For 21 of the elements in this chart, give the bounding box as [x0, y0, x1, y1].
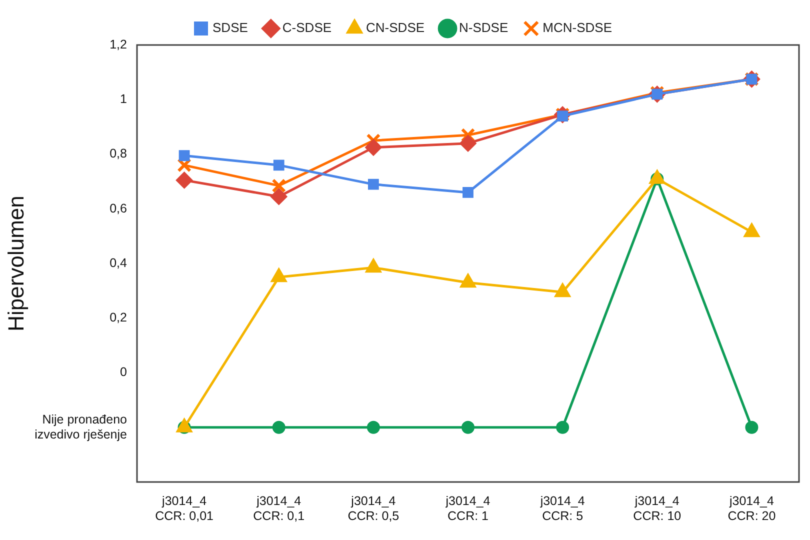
x-tick-label: j3014_4 CCR: 20: [728, 494, 776, 523]
x-tick-label: j3014_4 CCR: 5: [539, 494, 585, 523]
x-tick-label: j3014_4 CCR: 10: [633, 494, 682, 523]
legend-label: N-SDSE: [459, 20, 508, 36]
legend-label: C-SDSE: [282, 20, 332, 36]
x-tick-label: j3014_4 CCR: 0,5: [348, 494, 400, 523]
y-tick-label: Nije pronađeno izvedivo rješenje: [34, 412, 128, 442]
y-tick-label: 1,2: [110, 37, 128, 52]
x-tick-label: j3014_4 CCR: 1: [444, 494, 490, 523]
y-tick-label: 0: [120, 365, 128, 380]
y-tick-label: 0,4: [110, 256, 128, 270]
y-tick-label: 1: [120, 92, 128, 106]
legend-label: SDSE: [212, 20, 248, 36]
x-tick-label: j3014_4 CCR: 0,01: [155, 494, 214, 523]
y-tick-label: 0,6: [110, 201, 128, 216]
legend-label: CN-SDSE: [366, 20, 425, 36]
y-tick-label: 0,2: [110, 310, 128, 325]
y-tick-label: 0,8: [110, 146, 128, 161]
x-tick-label: j3014_4 CCR: 0,1: [253, 494, 305, 523]
y-axis-title: Hipervolumen: [3, 196, 28, 332]
legend-label: MCN-SDSE: [542, 20, 612, 36]
